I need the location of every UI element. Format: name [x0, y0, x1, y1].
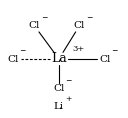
Text: −: −	[111, 47, 118, 55]
Text: Cl: Cl	[7, 55, 18, 63]
Text: Cl: Cl	[74, 21, 85, 30]
Text: Li: Li	[54, 102, 64, 111]
Text: Cl: Cl	[99, 55, 111, 63]
Text: 3+: 3+	[72, 45, 85, 53]
Text: La: La	[51, 53, 67, 65]
Text: +: +	[65, 95, 72, 103]
Text: −: −	[86, 14, 92, 22]
Text: −: −	[19, 47, 26, 55]
Text: Cl: Cl	[29, 21, 40, 30]
Text: Cl: Cl	[53, 84, 65, 93]
Text: −: −	[41, 14, 47, 22]
Text: −: −	[65, 77, 72, 85]
